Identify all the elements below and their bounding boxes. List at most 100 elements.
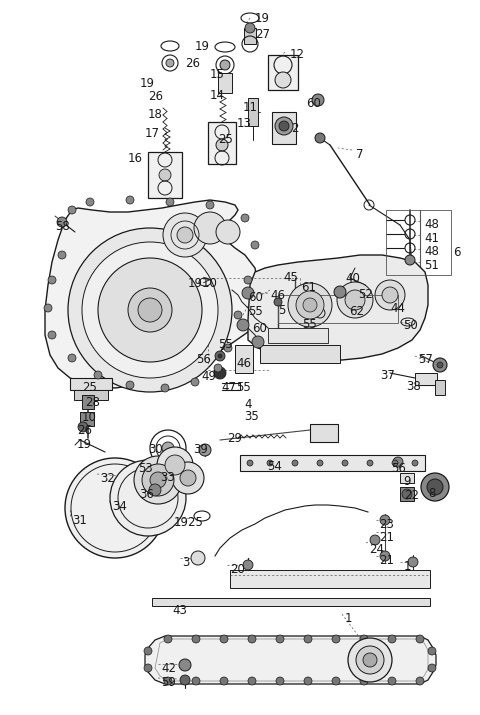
Text: 28: 28 xyxy=(85,396,100,409)
Bar xyxy=(272,112,296,144)
Text: 27: 27 xyxy=(255,28,270,41)
Text: 1925: 1925 xyxy=(174,516,204,529)
Bar xyxy=(80,412,94,426)
Circle shape xyxy=(312,94,324,106)
Text: 45: 45 xyxy=(283,271,298,284)
Text: 46: 46 xyxy=(236,357,251,370)
Text: 12: 12 xyxy=(290,48,305,61)
Text: 60: 60 xyxy=(248,291,263,304)
Circle shape xyxy=(78,422,88,432)
Circle shape xyxy=(65,458,165,558)
Circle shape xyxy=(416,635,424,643)
Circle shape xyxy=(68,228,232,392)
Circle shape xyxy=(356,646,384,674)
Circle shape xyxy=(138,298,162,322)
Text: 2: 2 xyxy=(291,122,299,135)
Bar xyxy=(400,487,414,501)
Circle shape xyxy=(164,677,172,685)
Circle shape xyxy=(304,677,312,685)
Circle shape xyxy=(388,677,396,685)
Text: 62: 62 xyxy=(349,305,364,318)
Text: 58: 58 xyxy=(55,220,70,233)
Circle shape xyxy=(206,201,214,209)
Bar xyxy=(260,345,340,363)
Circle shape xyxy=(437,362,443,368)
Text: 36: 36 xyxy=(139,488,154,501)
Bar xyxy=(248,98,258,126)
Circle shape xyxy=(428,664,436,672)
Circle shape xyxy=(215,351,225,361)
Text: 21: 21 xyxy=(379,531,394,544)
Text: 46: 46 xyxy=(270,289,285,302)
Circle shape xyxy=(161,384,169,392)
Text: 55: 55 xyxy=(218,338,233,351)
Bar xyxy=(70,378,112,390)
Text: 3: 3 xyxy=(182,556,190,569)
Circle shape xyxy=(48,331,56,339)
Circle shape xyxy=(220,635,228,643)
Circle shape xyxy=(165,455,185,475)
Text: 5: 5 xyxy=(278,304,286,317)
Text: 13: 13 xyxy=(237,117,252,130)
Circle shape xyxy=(408,557,418,567)
Text: 49: 49 xyxy=(201,370,216,383)
Bar xyxy=(268,55,298,90)
Text: 55: 55 xyxy=(248,305,263,318)
Text: 19: 19 xyxy=(255,12,270,25)
Text: 40: 40 xyxy=(345,272,360,285)
Text: 47: 47 xyxy=(221,381,236,394)
Circle shape xyxy=(275,117,293,135)
Circle shape xyxy=(367,460,373,466)
Circle shape xyxy=(276,677,284,685)
Circle shape xyxy=(360,635,368,643)
Circle shape xyxy=(275,72,291,88)
Text: 11: 11 xyxy=(243,101,258,114)
Circle shape xyxy=(342,460,348,466)
Circle shape xyxy=(162,442,174,454)
Text: 55: 55 xyxy=(302,318,317,331)
Text: 60: 60 xyxy=(306,97,321,110)
Text: 52: 52 xyxy=(358,288,373,301)
Circle shape xyxy=(57,217,67,227)
Circle shape xyxy=(337,282,373,318)
Circle shape xyxy=(234,311,242,319)
Circle shape xyxy=(159,169,171,181)
Text: 15: 15 xyxy=(210,68,225,81)
Circle shape xyxy=(412,460,418,466)
Text: 26: 26 xyxy=(77,424,92,437)
Text: 19: 19 xyxy=(77,438,92,451)
Circle shape xyxy=(48,276,56,284)
Circle shape xyxy=(247,460,253,466)
Text: 53: 53 xyxy=(138,462,153,475)
Text: 59: 59 xyxy=(161,676,176,689)
Circle shape xyxy=(360,677,368,685)
Bar xyxy=(278,295,398,323)
Circle shape xyxy=(144,664,152,672)
Circle shape xyxy=(315,133,325,143)
Bar xyxy=(235,345,253,373)
Circle shape xyxy=(402,489,412,499)
Circle shape xyxy=(216,139,228,151)
Circle shape xyxy=(68,206,76,214)
Circle shape xyxy=(428,647,436,655)
Circle shape xyxy=(110,460,186,536)
Circle shape xyxy=(334,286,346,298)
Text: 33: 33 xyxy=(160,471,175,484)
Circle shape xyxy=(274,298,282,306)
Circle shape xyxy=(94,371,102,379)
Text: 25: 25 xyxy=(82,381,97,394)
Circle shape xyxy=(392,460,398,466)
Text: 56: 56 xyxy=(391,462,406,475)
Circle shape xyxy=(427,479,443,495)
Text: 32: 32 xyxy=(100,472,115,485)
Circle shape xyxy=(380,515,390,525)
Circle shape xyxy=(244,276,252,284)
Text: 26: 26 xyxy=(185,57,200,70)
Bar xyxy=(310,424,338,442)
Circle shape xyxy=(393,457,403,467)
Text: 37: 37 xyxy=(380,369,395,382)
Circle shape xyxy=(180,470,196,486)
Circle shape xyxy=(126,381,134,389)
Text: 35: 35 xyxy=(244,410,259,423)
Bar xyxy=(74,390,108,400)
